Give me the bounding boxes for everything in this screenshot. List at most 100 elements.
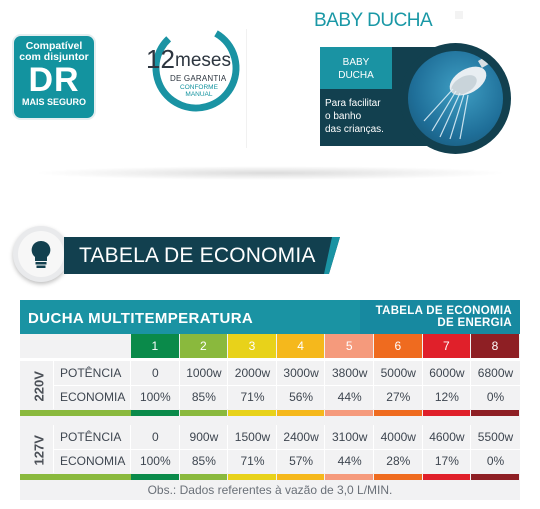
table-note: Obs.: Dados referentes à vazão de 3,0 L/… [147,483,393,497]
table-cell: 4000w [380,430,416,444]
group-stripe-2 [179,474,228,480]
table-cell: 3800w [332,366,368,380]
column-divider [421,361,423,409]
group-stripe-7 [422,474,471,480]
column-divider [275,361,277,409]
group-stripe-base [20,410,131,416]
table-cell: 900w [189,430,219,444]
table-cell: 12% [434,390,459,404]
column-divider [130,425,131,473]
table-header-band: DUCHA MULTITEMPERATURA TABELA DE ECONOMI… [20,300,520,334]
table-cell: 56% [289,390,314,404]
table-cell: 5000w [380,366,416,380]
column-divider [373,425,374,473]
row-divider [53,385,520,386]
table-cell: 1000w [186,366,222,380]
level-header-3: 3 [228,334,276,358]
badge-line3: MAIS SEGURO [21,97,86,107]
badge-line2: com disjuntor [19,51,89,63]
row-label: ECONOMIA [60,454,126,468]
level-header-8: 8 [471,334,519,358]
lightbulb-icon [31,240,51,268]
column-divider [178,361,180,409]
table-cell: 6800w [477,366,514,380]
product-desc-line1: Para facilitar [325,98,381,109]
group-stripe-8 [471,474,519,480]
table-cell: 85% [191,454,216,468]
table-cell: 28% [386,454,411,468]
group-stripe-1 [131,410,179,416]
guarantee-conditions-line1: CONFORME [180,84,218,91]
header-underline [20,358,520,361]
column-divider [470,361,472,409]
table-cell: 100% [139,390,171,404]
table-title-right: TABELA DE ECONOMIA DE ENERGIA [376,305,512,329]
group-stripe-6 [374,410,422,416]
table-cell: 44% [337,454,362,468]
table-cell: 0 [151,366,159,380]
shower-head-icon [408,51,503,146]
table-cell: 100% [139,454,171,468]
row-label: POTÊNCIA [60,366,122,380]
table-title-left: DUCHA MULTITEMPERATURA [28,310,254,327]
table-cell: 2000w [234,366,271,380]
guarantee-word: meses [175,50,231,71]
guarantee-sub: DE GARANTIA [170,74,227,83]
voltage-label: 127V [24,435,54,465]
product-tab-line2: DUCHA [338,70,374,81]
group-stripe-2 [179,410,228,416]
product-tab: BABY DUCHA [320,47,392,89]
level-header-7: 7 [422,334,471,358]
decorative-square [455,11,463,19]
column-divider [227,361,229,409]
group-stripe-8 [471,410,519,416]
product-desc-line3: das crianças. [325,124,384,135]
guarantee-ring-icon [152,24,240,112]
table-cell: 1500w [234,430,271,444]
table-cell: 0 [151,430,159,444]
level-header-6: 6 [374,334,422,358]
product-description: Para facilitar o banho das crianças. [325,97,384,136]
column-divider [324,361,326,409]
column-divider [275,425,277,473]
column-divider [324,425,326,473]
section-title: TABELA DE ECONOMIA [79,244,316,267]
table-cell: 3100w [332,430,368,444]
table-cell: 57% [289,454,314,468]
group-stripe-3 [228,410,276,416]
table-cell: 0% [486,390,505,404]
voltage-label: 220V [24,371,54,401]
bulb-badge [13,226,69,282]
table-cell: 71% [240,454,265,468]
voltage-text: 127V [31,435,47,466]
product-desc-line2: o banho [325,111,362,122]
column-divider [227,425,229,473]
badge-line1: Compatível [25,40,83,52]
group-stripe-7 [422,410,471,416]
group-stripe-4 [276,410,325,416]
group-stripe-1 [131,474,179,480]
column-divider [178,425,180,473]
product-title: BABY DUCHA [314,10,433,31]
dr-compatibility-badge: Compatível com disjuntor DR MAIS SEGURO [14,36,94,118]
table-cell: 6000w [429,366,465,380]
level-header-1: 1 [131,334,179,358]
row-label: ECONOMIA [60,390,126,404]
economy-table: 1 2 3 4 5 6 7 8 220V POTÊNCIA 0 1000w 2000w 3000w 3800… [20,334,520,500]
blank-panel [246,29,308,148]
section-divider-shadow [32,166,508,180]
table-title-right-line1: TABELA DE ECONOMIA [375,305,512,317]
table-cell: 4600w [429,430,465,444]
table-cell: 44% [337,390,362,404]
guarantee-number: 12 [146,44,175,74]
group-stripe-4 [276,474,325,480]
level-header-4: 4 [276,334,325,358]
table-cell: 17% [434,454,459,468]
guarantee-conditions: CONFORME MANUAL [180,84,218,98]
table-cell: 85% [191,390,216,404]
table-title-right-line2: DE ENERGIA [437,317,512,329]
group-stripe-6 [374,474,422,480]
group-stripe-5 [325,410,373,416]
column-divider [373,361,374,409]
table-cell: 3000w [283,366,319,380]
